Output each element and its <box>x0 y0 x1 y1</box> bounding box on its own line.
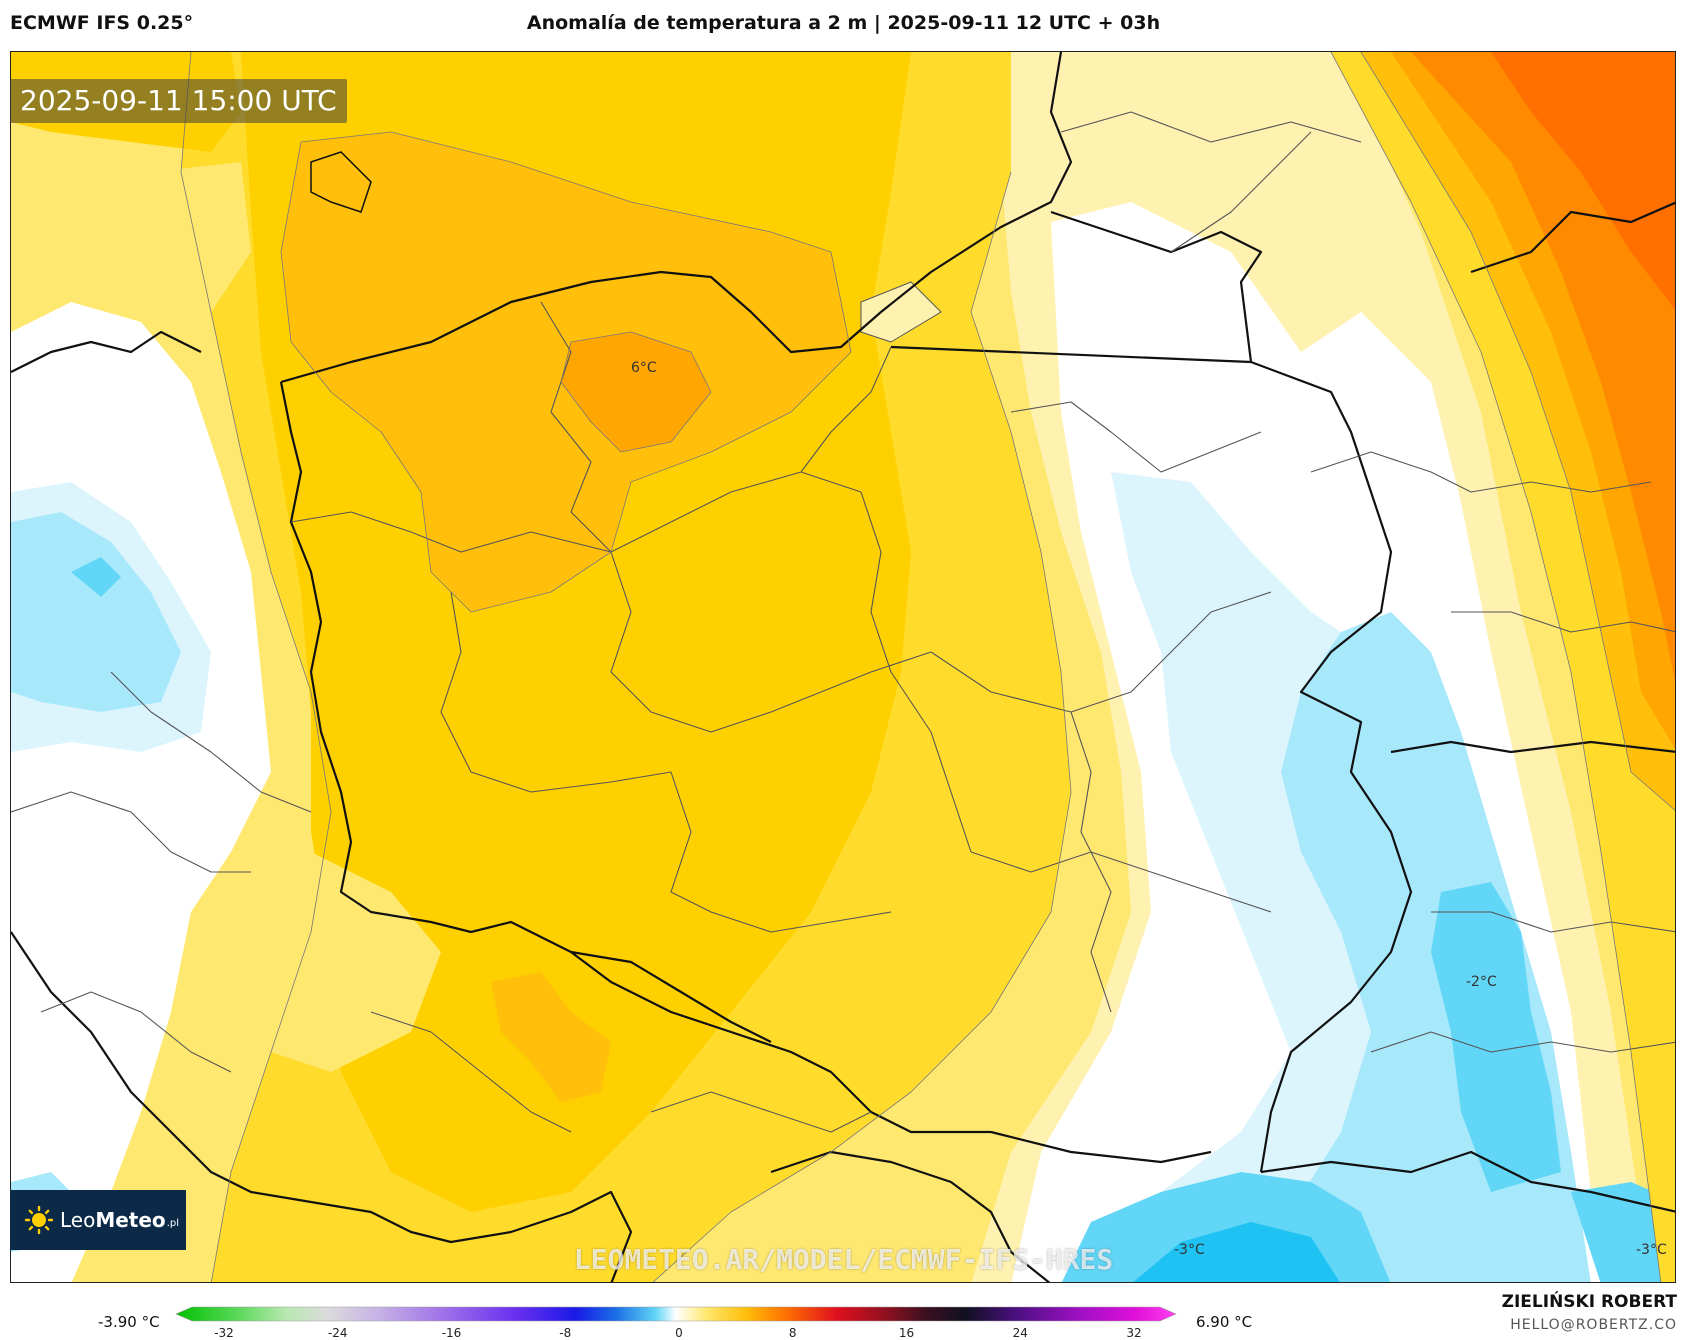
legend-tick-label: 32 <box>1126 1326 1142 1340</box>
field-north-light-yellow <box>131 162 251 312</box>
isoline-label: 6°C <box>631 360 657 376</box>
leometeo-logo[interactable]: Leo Meteo .pl <box>10 1190 186 1250</box>
map-frame[interactable]: 6°C -2°C -3°C -3°C <box>10 51 1676 1283</box>
border-de-cz <box>11 931 633 1282</box>
border-pl-ru <box>890 345 1252 364</box>
legend-tick-label: -24 <box>327 1326 348 1340</box>
field-west-light-blue <box>11 512 181 712</box>
legend-tick-label: 0 <box>675 1326 683 1340</box>
legend-min-label: -3.90 °C <box>98 1313 160 1331</box>
legend-tick-label: 8 <box>788 1326 797 1340</box>
legend-max-label: 6.90 °C <box>1196 1313 1253 1331</box>
color-legend: -3.90 °C <box>0 1300 1687 1340</box>
contour-lines <box>180 52 1675 1282</box>
border-pl-de <box>279 381 1212 1164</box>
logo-suffix: .pl <box>166 1217 179 1229</box>
legend-tick-label: -32 <box>214 1326 234 1340</box>
border-lv-ru <box>1470 201 1675 274</box>
isoline-label: -3°C <box>1636 1242 1667 1258</box>
border-ua-ro <box>1260 1150 1675 1213</box>
author-email[interactable]: HELLO@ROBERTZ.CO <box>1510 1317 1677 1333</box>
field-south-amber <box>491 972 611 1102</box>
lagoon-shape <box>860 281 942 343</box>
author-name: ZIELIŃSKI ROBERT <box>1501 1292 1677 1312</box>
model-url-watermark: LEOMETEO.AR/MODEL/ECMWF-IFS-HRES <box>573 1243 1114 1276</box>
map-title: Anomalía de temperatura a 2 m | 2025-09-… <box>526 12 1161 34</box>
field-central-orange <box>561 332 711 452</box>
legend-tick-label: 16 <box>898 1326 915 1340</box>
anomaly-map[interactable] <box>11 52 1676 1283</box>
field-west-blue <box>71 557 121 597</box>
border-east-by-ru <box>1390 740 1675 754</box>
model-label: ECMWF IFS 0.25° <box>10 12 194 34</box>
isoline-label: -3°C <box>1174 1242 1205 1258</box>
field-southeast-blue-2 <box>1571 1182 1675 1282</box>
logo-name-light: Leo <box>60 1208 96 1232</box>
admin-borders <box>11 111 1675 1133</box>
legend-colorbar <box>175 1306 1177 1322</box>
country-borders <box>11 52 1675 1282</box>
legend-tick-label: 24 <box>1012 1326 1028 1340</box>
border-baltic-coast <box>280 52 1073 384</box>
border-de-dk <box>11 330 202 373</box>
border-pl-cz-sk <box>570 950 772 1043</box>
logo-name-bold: Meteo <box>95 1208 166 1232</box>
field-south-light-yellow <box>231 852 441 1072</box>
valid-time-badge: 2025-09-11 15:00 UTC <box>10 79 347 123</box>
field-east-blue <box>1431 882 1561 1192</box>
border-pl-lt-by <box>1050 210 1263 363</box>
border-pl-by-ua <box>1250 360 1413 1173</box>
field-far-east-red-orange <box>1491 52 1675 310</box>
legend-tick-label: -8 <box>559 1326 572 1340</box>
isoline-label: -2°C <box>1466 974 1497 990</box>
field-southeast-deep-blue <box>1133 1222 1340 1282</box>
lake-shape <box>310 151 372 213</box>
legend-tick-label: -16 <box>441 1326 462 1340</box>
sun-logo-icon <box>24 1205 54 1235</box>
